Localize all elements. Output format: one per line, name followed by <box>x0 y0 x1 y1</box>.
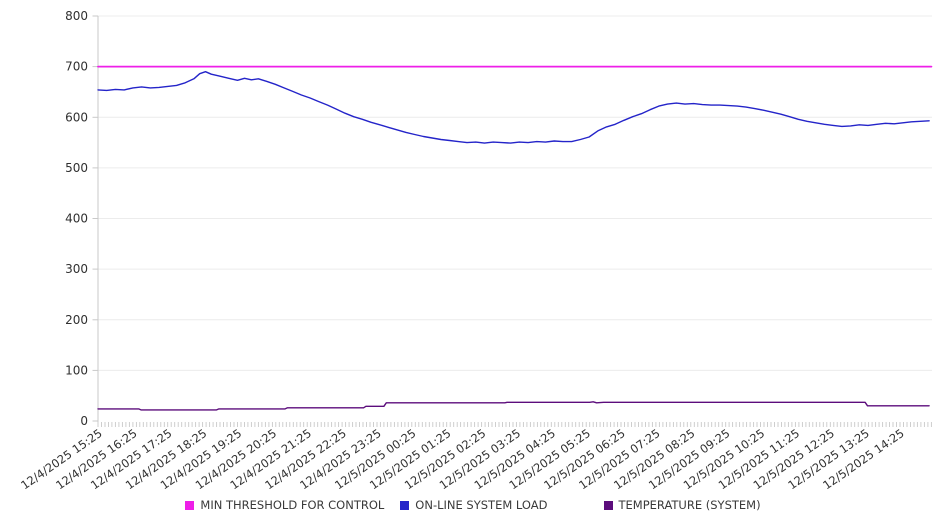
y-axis-tick-label: 800 <box>65 9 88 23</box>
y-axis-tick-label: 0 <box>80 414 88 428</box>
legend-item-min-threshold-for-control: MIN THRESHOLD FOR CONTROL <box>185 498 384 512</box>
y-axis-labels: 0 100 200 300 400 500 600 700 800 <box>65 9 88 428</box>
series-temperature-system <box>97 401 930 411</box>
legend-label: MIN THRESHOLD FOR CONTROL <box>200 498 385 512</box>
legend-item-temperature-system: TEMPERATURE (SYSTEM) <box>603 498 761 512</box>
y-axis-tick-label: 700 <box>65 60 88 74</box>
y-axis-tick-label: 400 <box>65 212 88 226</box>
legend-label: ON-LINE SYSTEM LOAD <box>415 498 548 512</box>
x-axis-minor-ticks <box>97 422 932 427</box>
y-axis-tick-label: 200 <box>65 313 88 327</box>
legend-item-on-line-system-load: ON-LINE SYSTEM LOAD <box>400 498 548 512</box>
legend-label: TEMPERATURE (SYSTEM) <box>618 498 761 512</box>
series-on-line-system-load <box>97 70 930 144</box>
y-axis-tick-label: 600 <box>65 110 88 124</box>
chart-series <box>97 65 933 411</box>
legend-color-swatch <box>400 500 410 510</box>
y-axis-tick-label: 300 <box>65 262 88 276</box>
legend-color-swatch <box>603 500 613 510</box>
y-axis-ticks <box>92 15 98 422</box>
y-axis-tick-label: 100 <box>65 363 88 377</box>
chart-legend: MIN THRESHOLD FOR CONTROL ON-LINE SYSTEM … <box>0 497 946 513</box>
legend-color-swatch <box>185 500 195 510</box>
y-axis-tick-label: 500 <box>65 161 88 175</box>
gridlines <box>98 15 932 371</box>
